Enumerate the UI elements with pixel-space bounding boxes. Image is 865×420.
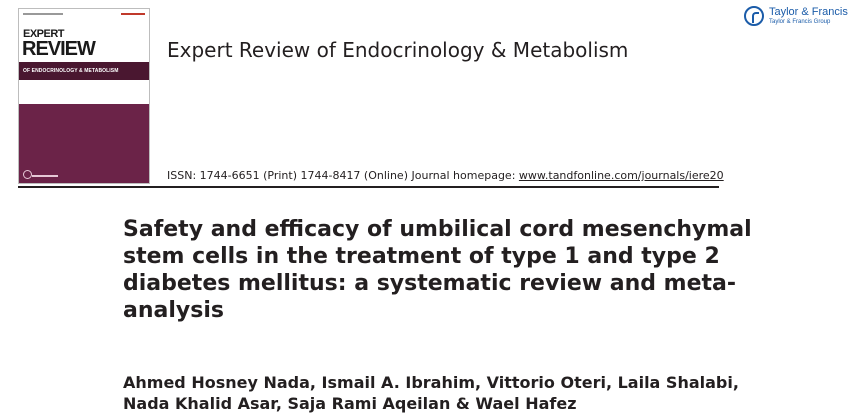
issn-text: ISSN: 1744-6651 (Print) 1744-8417 (Onlin… bbox=[167, 169, 519, 182]
cover-word-expert: EXPERT bbox=[23, 28, 65, 40]
cover-subject: OF ENDOCRINOLOGY & METABOLISM bbox=[19, 62, 149, 80]
journal-cover: EXPERT REVIEW OF ENDOCRINOLOGY & METABOL… bbox=[18, 8, 150, 184]
publisher-logo[interactable]: Taylor & Francis Taylor & Francis Group bbox=[744, 6, 848, 26]
cover-plum-panel bbox=[19, 104, 149, 183]
header-divider bbox=[18, 186, 719, 188]
cover-white-band bbox=[19, 82, 149, 104]
cover-publisher-mark bbox=[121, 12, 145, 15]
article-title: Safety and efficacy of umbilical cord me… bbox=[123, 217, 752, 323]
publisher-name: Taylor & Francis bbox=[769, 6, 848, 18]
cover-meta-line bbox=[23, 12, 63, 15]
taylor-francis-icon bbox=[744, 6, 764, 26]
cover-publisher-line bbox=[32, 175, 58, 177]
cover-top-bar bbox=[19, 9, 149, 18]
journal-title: Expert Review of Endocrinology & Metabol… bbox=[167, 38, 629, 62]
article-authors: Ahmed Hosney Nada, Ismail A. Ibrahim, Vi… bbox=[123, 373, 739, 413]
publisher-logo-text: Taylor & Francis Taylor & Francis Group bbox=[769, 6, 848, 26]
publisher-group: Taylor & Francis Group bbox=[769, 19, 831, 25]
cover-publisher-icon bbox=[23, 170, 32, 179]
cover-word-review: REVIEW bbox=[22, 38, 96, 60]
journal-homepage-link[interactable]: www.tandfonline.com/journals/iere20 bbox=[518, 169, 724, 182]
issn-line: ISSN: 1744-6651 (Print) 1744-8417 (Onlin… bbox=[167, 169, 724, 182]
